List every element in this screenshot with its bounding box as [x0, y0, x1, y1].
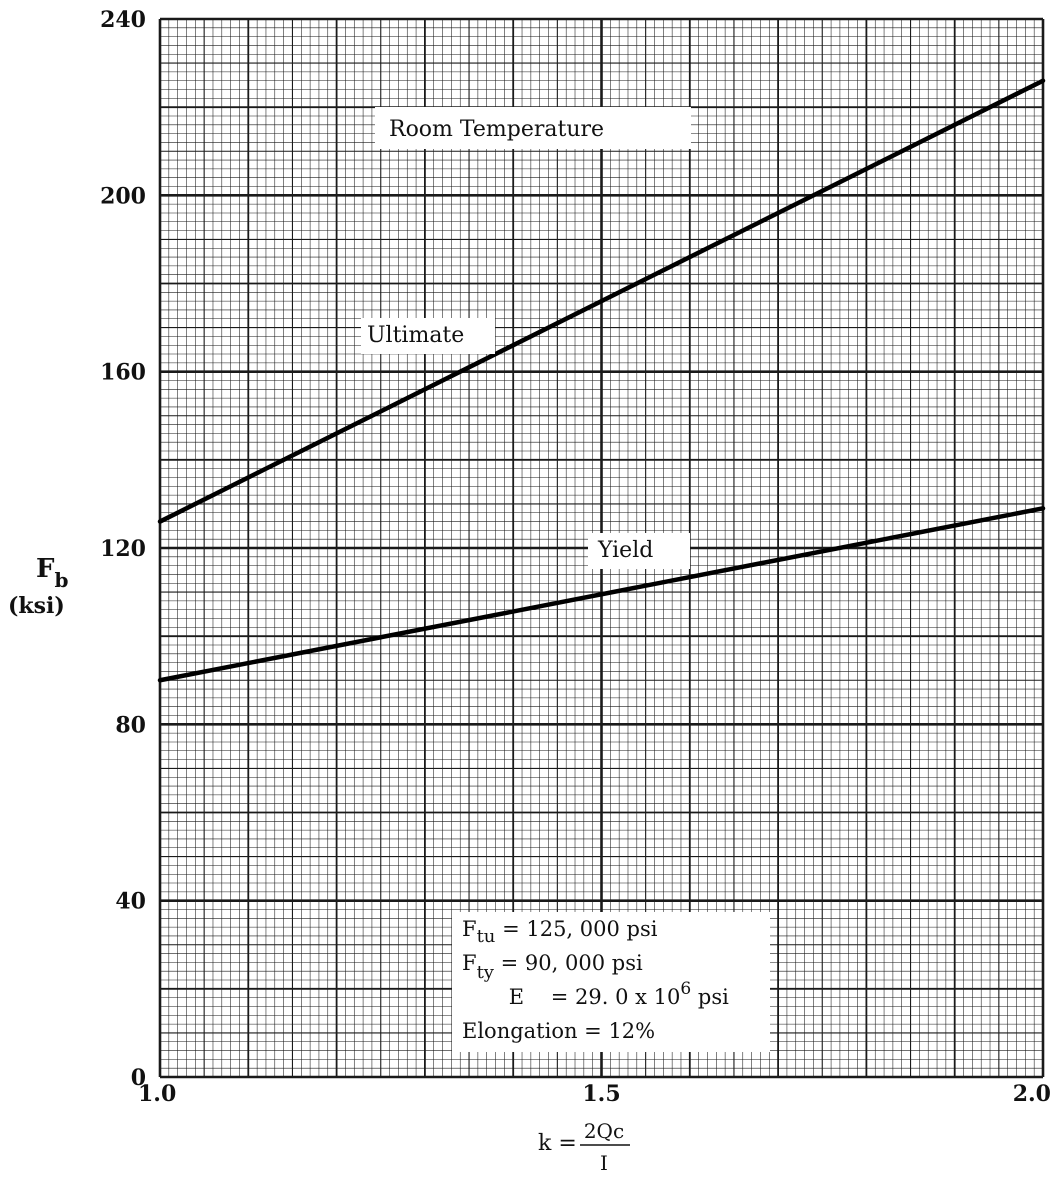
y-tick-label: 80	[115, 712, 146, 738]
y-axis-subscript: b	[54, 568, 68, 592]
y-tick-label: 0	[131, 1065, 146, 1091]
y-tick-label: 120	[100, 536, 146, 562]
x-axis-prefix: k =	[538, 1131, 577, 1156]
grid	[158, 17, 1045, 1079]
y-tick-label: 200	[100, 183, 146, 209]
y-tick-label: 40	[115, 889, 146, 915]
condition-label-bg	[375, 107, 691, 149]
property-ftu: Ftu = 125, 000 psi	[462, 917, 658, 947]
x-axis-numerator: 2Qc	[584, 1119, 624, 1143]
series-label-yield-bg	[588, 533, 690, 569]
x-tick-label: 1.5	[582, 1081, 620, 1107]
y-tick-labels: 0 40 80 120 160 200 240	[100, 7, 146, 1091]
y-tick-label: 240	[100, 7, 146, 33]
y-tick-label: 160	[100, 360, 146, 386]
x-tick-labels: 1.0 1.5 2.0	[138, 1081, 1051, 1107]
series-label-yield: Yield	[597, 538, 653, 563]
series-line-ultimate	[157, 78, 1046, 524]
x-axis-denominator: I	[600, 1151, 608, 1175]
property-elongation: Elongation = 12%	[462, 1019, 655, 1043]
property-e: E = 29. 0 x 106 psi	[462, 979, 762, 1009]
y-axis-symbol: Fb	[36, 554, 68, 592]
x-tick-label: 1.0	[138, 1081, 176, 1107]
x-tick-label: 2.0	[1013, 1081, 1051, 1107]
y-axis-unit: (ksi)	[8, 593, 65, 619]
condition-label: Room Temperature	[389, 117, 604, 142]
property-fty: Fty = 90, 000 psi	[462, 951, 643, 983]
properties-box: Ftu = 125, 000 psi Fty = 90, 000 psi E =…	[462, 917, 762, 1043]
series-label-ultimate: Ultimate	[367, 323, 464, 348]
properties-box-bg	[452, 912, 770, 1052]
series-label-ultimate-bg	[361, 318, 495, 354]
series-line-yield	[157, 506, 1046, 683]
x-axis-label: k = 2Qc I	[538, 1119, 630, 1175]
y-axis-label: Fb (ksi)	[8, 554, 68, 619]
